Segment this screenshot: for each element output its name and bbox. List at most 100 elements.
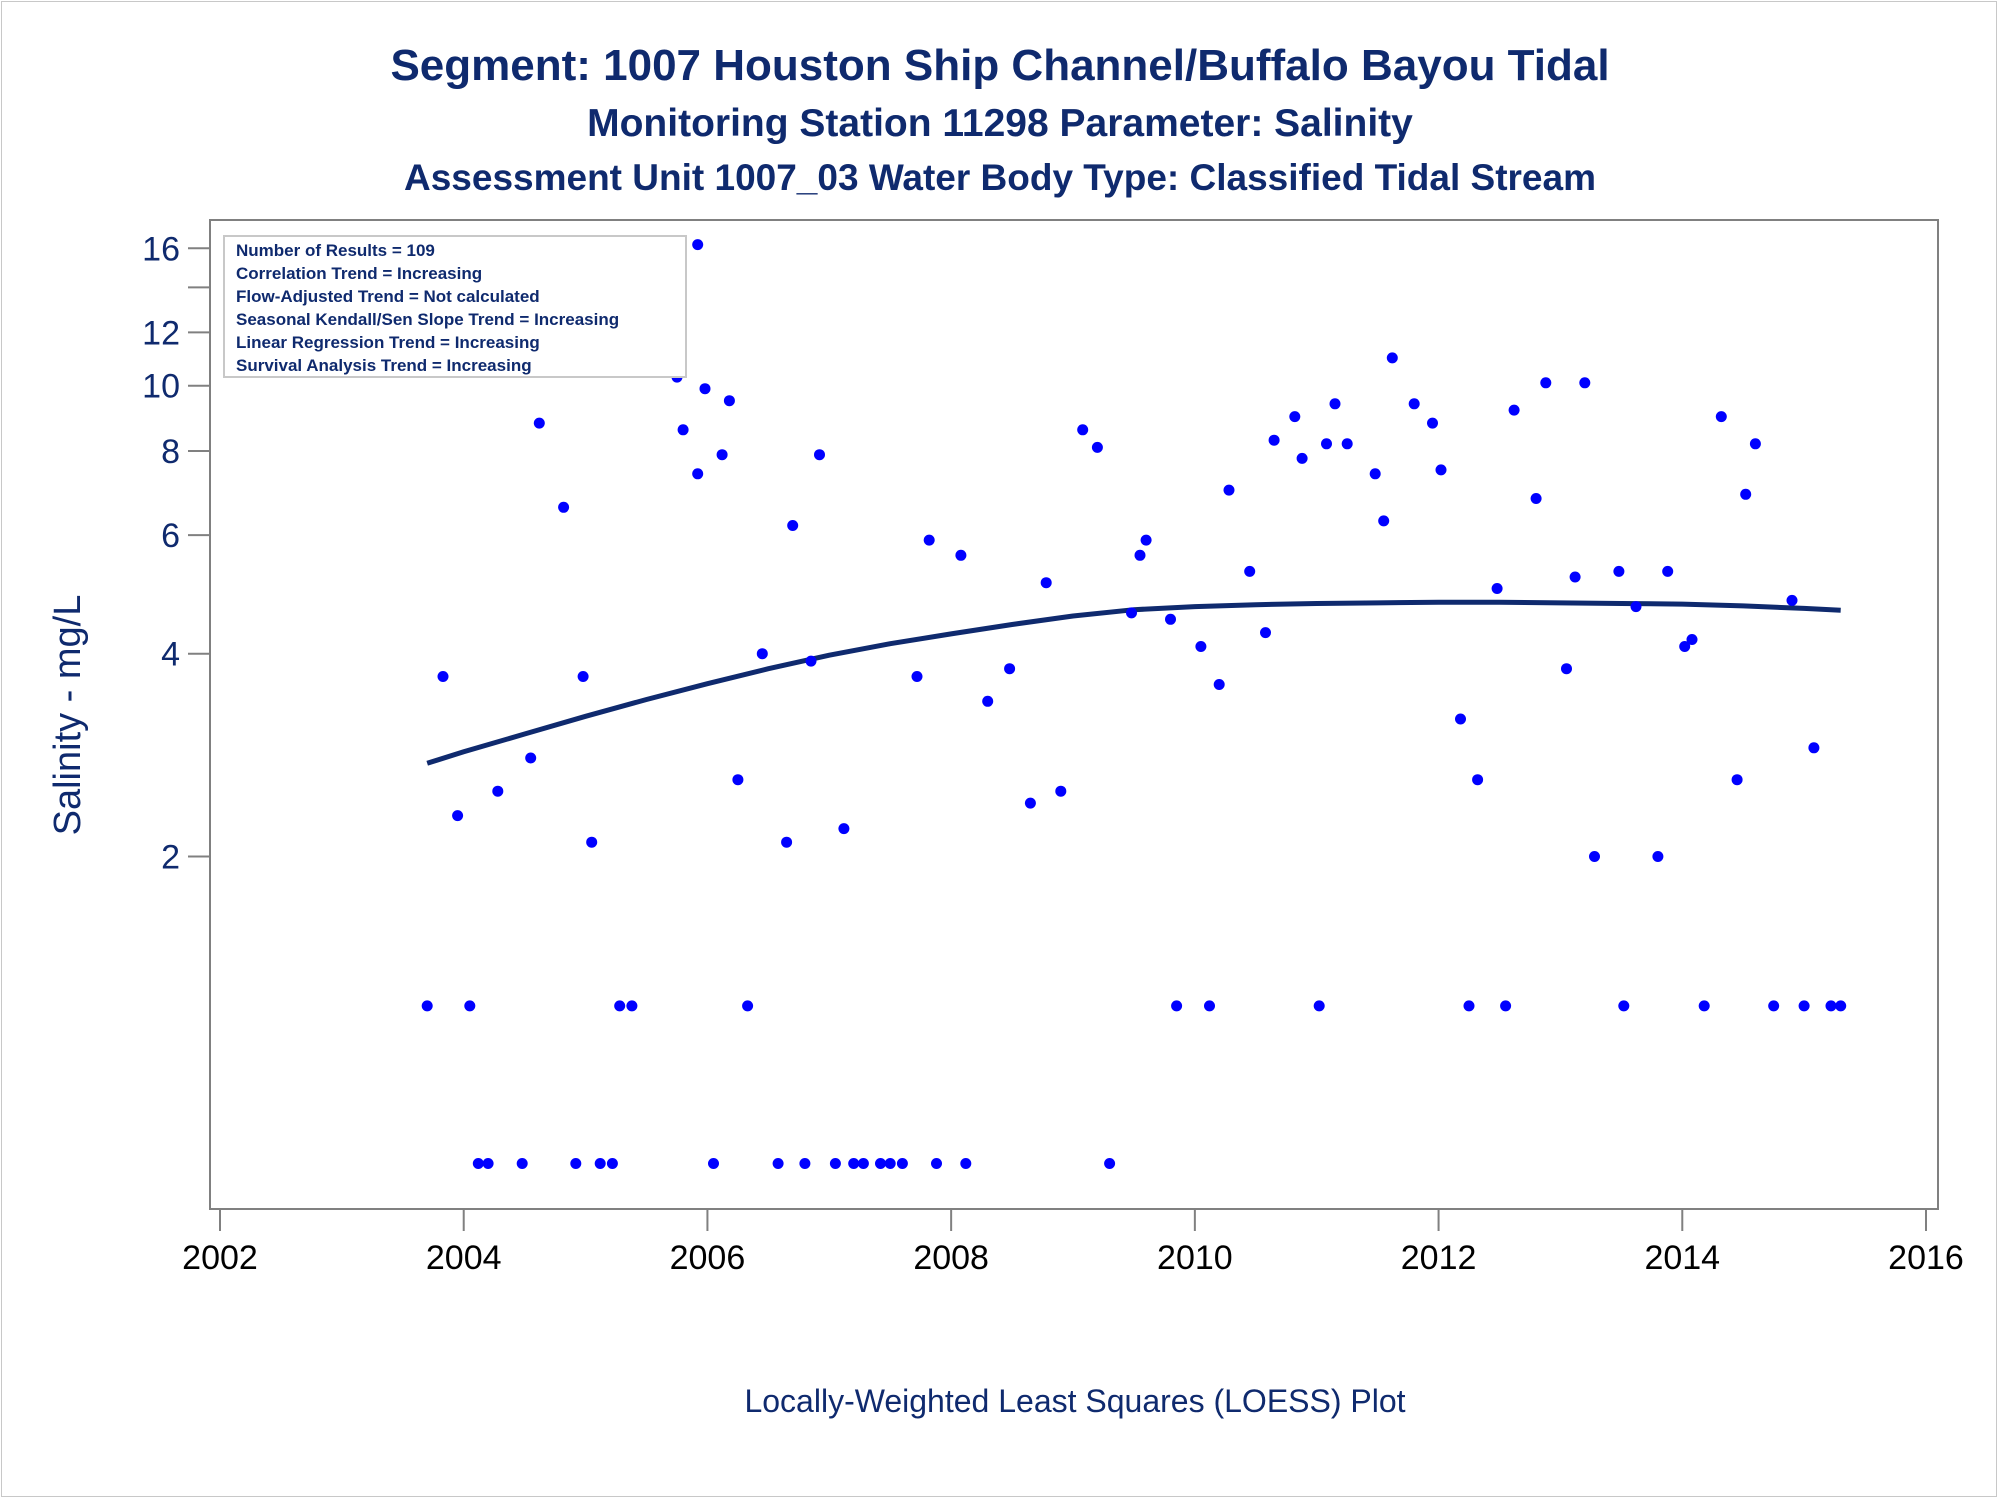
data-point <box>692 468 704 480</box>
data-point <box>1463 1000 1475 1012</box>
data-point <box>1835 1000 1847 1012</box>
data-point <box>1223 484 1235 496</box>
data-point <box>787 520 799 531</box>
data-point <box>1679 641 1691 652</box>
data-point <box>577 671 589 682</box>
loess-layer <box>426 599 1841 766</box>
data-point <box>1786 594 1798 606</box>
data-point <box>960 1158 972 1169</box>
data-point <box>594 1158 606 1169</box>
data-point <box>1569 571 1581 583</box>
y-tick-label: 12 <box>142 314 180 352</box>
x-tick-label: 2006 <box>670 1239 746 1277</box>
data-point <box>955 549 967 561</box>
stats-legend-box: Number of Results = 109 Correlation Tren… <box>223 235 687 378</box>
data-point <box>923 534 935 546</box>
data-point <box>586 836 598 848</box>
data-point <box>1561 663 1572 675</box>
data-point <box>1040 577 1052 589</box>
data-point <box>1369 468 1381 480</box>
y-tick-label: 6 <box>161 517 180 555</box>
data-point <box>1104 1158 1116 1169</box>
loess-curve <box>426 599 1841 766</box>
data-point <box>1698 1000 1710 1012</box>
data-point <box>606 1158 618 1169</box>
data-point <box>1386 352 1398 364</box>
data-point <box>1731 774 1743 786</box>
data-point <box>533 417 545 429</box>
data-point <box>1313 1000 1325 1012</box>
data-point <box>1171 1000 1183 1012</box>
data-point <box>1341 438 1353 450</box>
data-point <box>677 424 689 436</box>
y-tick-label: 8 <box>161 433 180 471</box>
x-tick-label: 2010 <box>1157 1239 1233 1277</box>
data-point <box>472 1158 484 1169</box>
data-point <box>1024 797 1036 809</box>
stats-legend-frame <box>223 235 687 378</box>
data-point <box>875 1158 886 1169</box>
data-point <box>1798 1000 1810 1012</box>
y-tick-label: 2 <box>161 838 180 876</box>
data-point <box>1055 785 1067 797</box>
data-point <box>421 1000 433 1012</box>
data-point <box>805 655 817 667</box>
data-point <box>799 1158 811 1169</box>
data-point <box>708 1158 719 1169</box>
data-point <box>732 774 744 786</box>
data-point <box>896 1158 908 1169</box>
y-tick-label: 10 <box>142 368 180 406</box>
x-tick-label: 2014 <box>1644 1239 1720 1277</box>
data-point <box>1768 1000 1780 1012</box>
stats-survival-analysis-trend: Survival Analysis Trend = Increasing <box>236 356 532 375</box>
data-point <box>1378 515 1390 527</box>
data-point <box>829 1158 841 1169</box>
data-point <box>1204 1000 1215 1012</box>
data-point <box>1244 565 1256 577</box>
data-point <box>1455 713 1466 725</box>
data-point <box>911 671 923 682</box>
data-point <box>1213 679 1225 690</box>
x-tick-label: 2012 <box>1401 1239 1477 1277</box>
chart-footnote: Locally-Weighted Least Squares (LOESS) P… <box>744 1383 1405 1419</box>
data-point <box>781 836 793 848</box>
data-point <box>626 1000 638 1012</box>
data-point <box>1329 398 1341 410</box>
data-point <box>1589 851 1600 862</box>
data-point <box>464 1000 476 1012</box>
data-point <box>848 1158 860 1169</box>
data-point <box>437 671 449 682</box>
data-point <box>1808 742 1820 754</box>
data-point <box>1260 627 1271 639</box>
data-point <box>1618 1000 1630 1012</box>
data-point <box>1613 565 1625 577</box>
data-point <box>1652 851 1664 862</box>
data-point <box>1686 634 1698 645</box>
stats-seasonal-kendall-trend: Seasonal Kendall/Sen Slope Trend = Incre… <box>236 310 619 329</box>
y-axis: 2 4 6 8 10 12 16 <box>142 230 210 876</box>
data-point <box>1472 774 1484 786</box>
data-point <box>1268 434 1280 446</box>
data-point <box>1077 424 1089 436</box>
data-point <box>1740 488 1752 500</box>
y-axis-label: Salinity - mg/L <box>47 595 89 836</box>
x-tick-label: 2016 <box>1888 1239 1964 1277</box>
data-point <box>772 1158 784 1169</box>
data-point <box>1540 377 1552 389</box>
data-point <box>1126 607 1137 619</box>
data-point <box>1321 438 1332 450</box>
data-point <box>614 1000 626 1012</box>
data-point <box>525 752 537 764</box>
data-point <box>884 1158 896 1169</box>
data-point <box>756 648 768 660</box>
data-point <box>723 395 735 407</box>
y-tick-label: 16 <box>142 230 180 268</box>
data-point <box>570 1158 582 1169</box>
data-point <box>1165 613 1176 625</box>
data-point <box>1296 452 1308 464</box>
chart-title: Segment: 1007 Houston Ship Channel/Buffa… <box>390 41 1609 90</box>
x-tick-label: 2002 <box>182 1239 258 1277</box>
data-points-layer <box>421 239 1847 1169</box>
